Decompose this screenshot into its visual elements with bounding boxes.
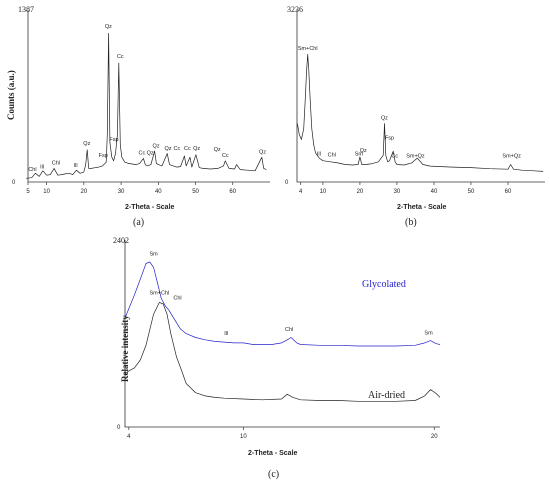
x-tick-label: 20 bbox=[357, 189, 364, 195]
panel-a-ymax-label: 1387 bbox=[18, 5, 34, 14]
peak-annotation: Sm bbox=[424, 330, 433, 336]
peak-annotation: Fsp bbox=[109, 137, 118, 143]
panel-a: 1387 0 Counts (a.u.) 5 10 20 30 40 50 60 Chl Il… bbox=[6, 5, 270, 228]
peak-annotation: Chl bbox=[285, 327, 293, 333]
peak-annotation: Sm+Chl bbox=[150, 291, 170, 297]
panel-c-x-ticks: 4 10 20 bbox=[127, 427, 438, 440]
x-tick-label: 30 bbox=[118, 189, 125, 195]
x-tick-label: 10 bbox=[240, 434, 247, 440]
panel-c-ymax-label: 2402 bbox=[113, 236, 129, 245]
peak-annotation: Sm bbox=[355, 151, 364, 157]
panel-c: 2402 0 Relative intensity 4 10 20 SmChlIll… bbox=[113, 236, 441, 480]
x-tick-label: 5 bbox=[26, 189, 30, 195]
panel-c-legend-glycolated: Glycolated bbox=[362, 279, 406, 290]
peak-annotation: Qz bbox=[360, 148, 367, 154]
peak-annotation: Cc bbox=[391, 154, 398, 160]
peak-annotation: Chl bbox=[52, 161, 60, 167]
panel-c-legend-air-dried: Air-dried bbox=[368, 390, 405, 401]
peak-annotation: Qz bbox=[381, 115, 388, 121]
panel-b-label: (b) bbox=[405, 217, 417, 228]
peak-annotation: Qz bbox=[193, 146, 200, 152]
panel-b-ymax-label: 3236 bbox=[287, 5, 303, 14]
peak-annotation: Sm bbox=[150, 252, 159, 258]
peak-annotation: Sm+Qz bbox=[502, 154, 521, 160]
panel-b-x-ticks: 4 10 20 30 40 50 60 bbox=[299, 182, 512, 195]
panel-c-yzero-label: 0 bbox=[117, 425, 121, 431]
peak-annotation: Qz bbox=[153, 143, 160, 149]
peak-annotation: Chl bbox=[28, 167, 36, 173]
x-tick-label: 20 bbox=[81, 189, 88, 195]
peak-annotation: Qz bbox=[105, 24, 112, 30]
peak-annotation: Qz bbox=[214, 147, 221, 153]
panel-a-x-ticks: 5 10 20 30 40 50 60 bbox=[26, 182, 237, 195]
panel-a-series-line bbox=[26, 32, 267, 179]
panel-c-glycolated-line bbox=[124, 261, 441, 347]
x-tick-label: 30 bbox=[394, 189, 401, 195]
peak-annotation: Qz bbox=[164, 146, 171, 152]
panel-a-xlabel: 2-Theta - Scale bbox=[125, 204, 175, 211]
peak-annotation: Qz bbox=[83, 141, 90, 147]
peak-annotation: Qz bbox=[147, 151, 154, 157]
peak-annotation: Cc bbox=[139, 151, 146, 157]
panel-b-axes bbox=[296, 10, 545, 183]
x-tick-label: 50 bbox=[468, 189, 475, 195]
x-tick-label: 50 bbox=[192, 189, 199, 195]
panel-c-air-dried-line bbox=[124, 302, 441, 402]
x-tick-label: 10 bbox=[320, 189, 327, 195]
peak-annotation: Fsp bbox=[99, 153, 108, 159]
peak-annotation: Ill bbox=[317, 151, 321, 157]
peak-annotation: Fsp bbox=[385, 135, 394, 141]
x-tick-label: 10 bbox=[43, 189, 50, 195]
x-tick-label: 20 bbox=[431, 434, 438, 440]
peak-annotation: Qz bbox=[259, 149, 266, 155]
peak-annotation: Sm+Chl bbox=[298, 46, 318, 52]
panel-c-axes bbox=[124, 240, 440, 428]
panel-c-annotations: Sm Chl Ill Chl Sm Sm+Chl bbox=[150, 252, 434, 337]
panel-b-series-line bbox=[297, 54, 544, 172]
panel-a-ylabel: Counts (a.u.) bbox=[6, 70, 16, 120]
panel-b-xlabel: 2-Theta - Scale bbox=[397, 204, 447, 211]
peak-annotation: Sm+Qz bbox=[406, 154, 425, 160]
panel-c-label: (c) bbox=[268, 469, 279, 480]
x-tick-label: 40 bbox=[155, 189, 162, 195]
panel-c-xlabel: 2-Theta - Scale bbox=[248, 450, 298, 457]
x-tick-label: 40 bbox=[431, 189, 438, 195]
peak-annotation: Cc bbox=[174, 146, 181, 152]
panel-a-label: (a) bbox=[133, 217, 144, 228]
peak-annotation: Chl bbox=[328, 152, 336, 158]
peak-annotation: Ill bbox=[224, 331, 228, 337]
x-tick-label: 60 bbox=[229, 189, 236, 195]
peak-annotation: Chl bbox=[173, 295, 181, 301]
panel-b-yzero-label: 0 bbox=[285, 180, 289, 186]
x-tick-label: 4 bbox=[127, 434, 131, 440]
panel-a-yzero-label: 0 bbox=[12, 180, 16, 186]
x-tick-label: 60 bbox=[505, 189, 512, 195]
peak-annotation: Ill bbox=[74, 163, 78, 169]
peak-annotation: Cc bbox=[117, 54, 124, 60]
peak-annotation: Cc bbox=[222, 153, 229, 159]
peak-annotation: Cc bbox=[184, 146, 191, 152]
peak-annotation: Ill bbox=[40, 164, 44, 170]
x-tick-label: 4 bbox=[299, 189, 303, 195]
